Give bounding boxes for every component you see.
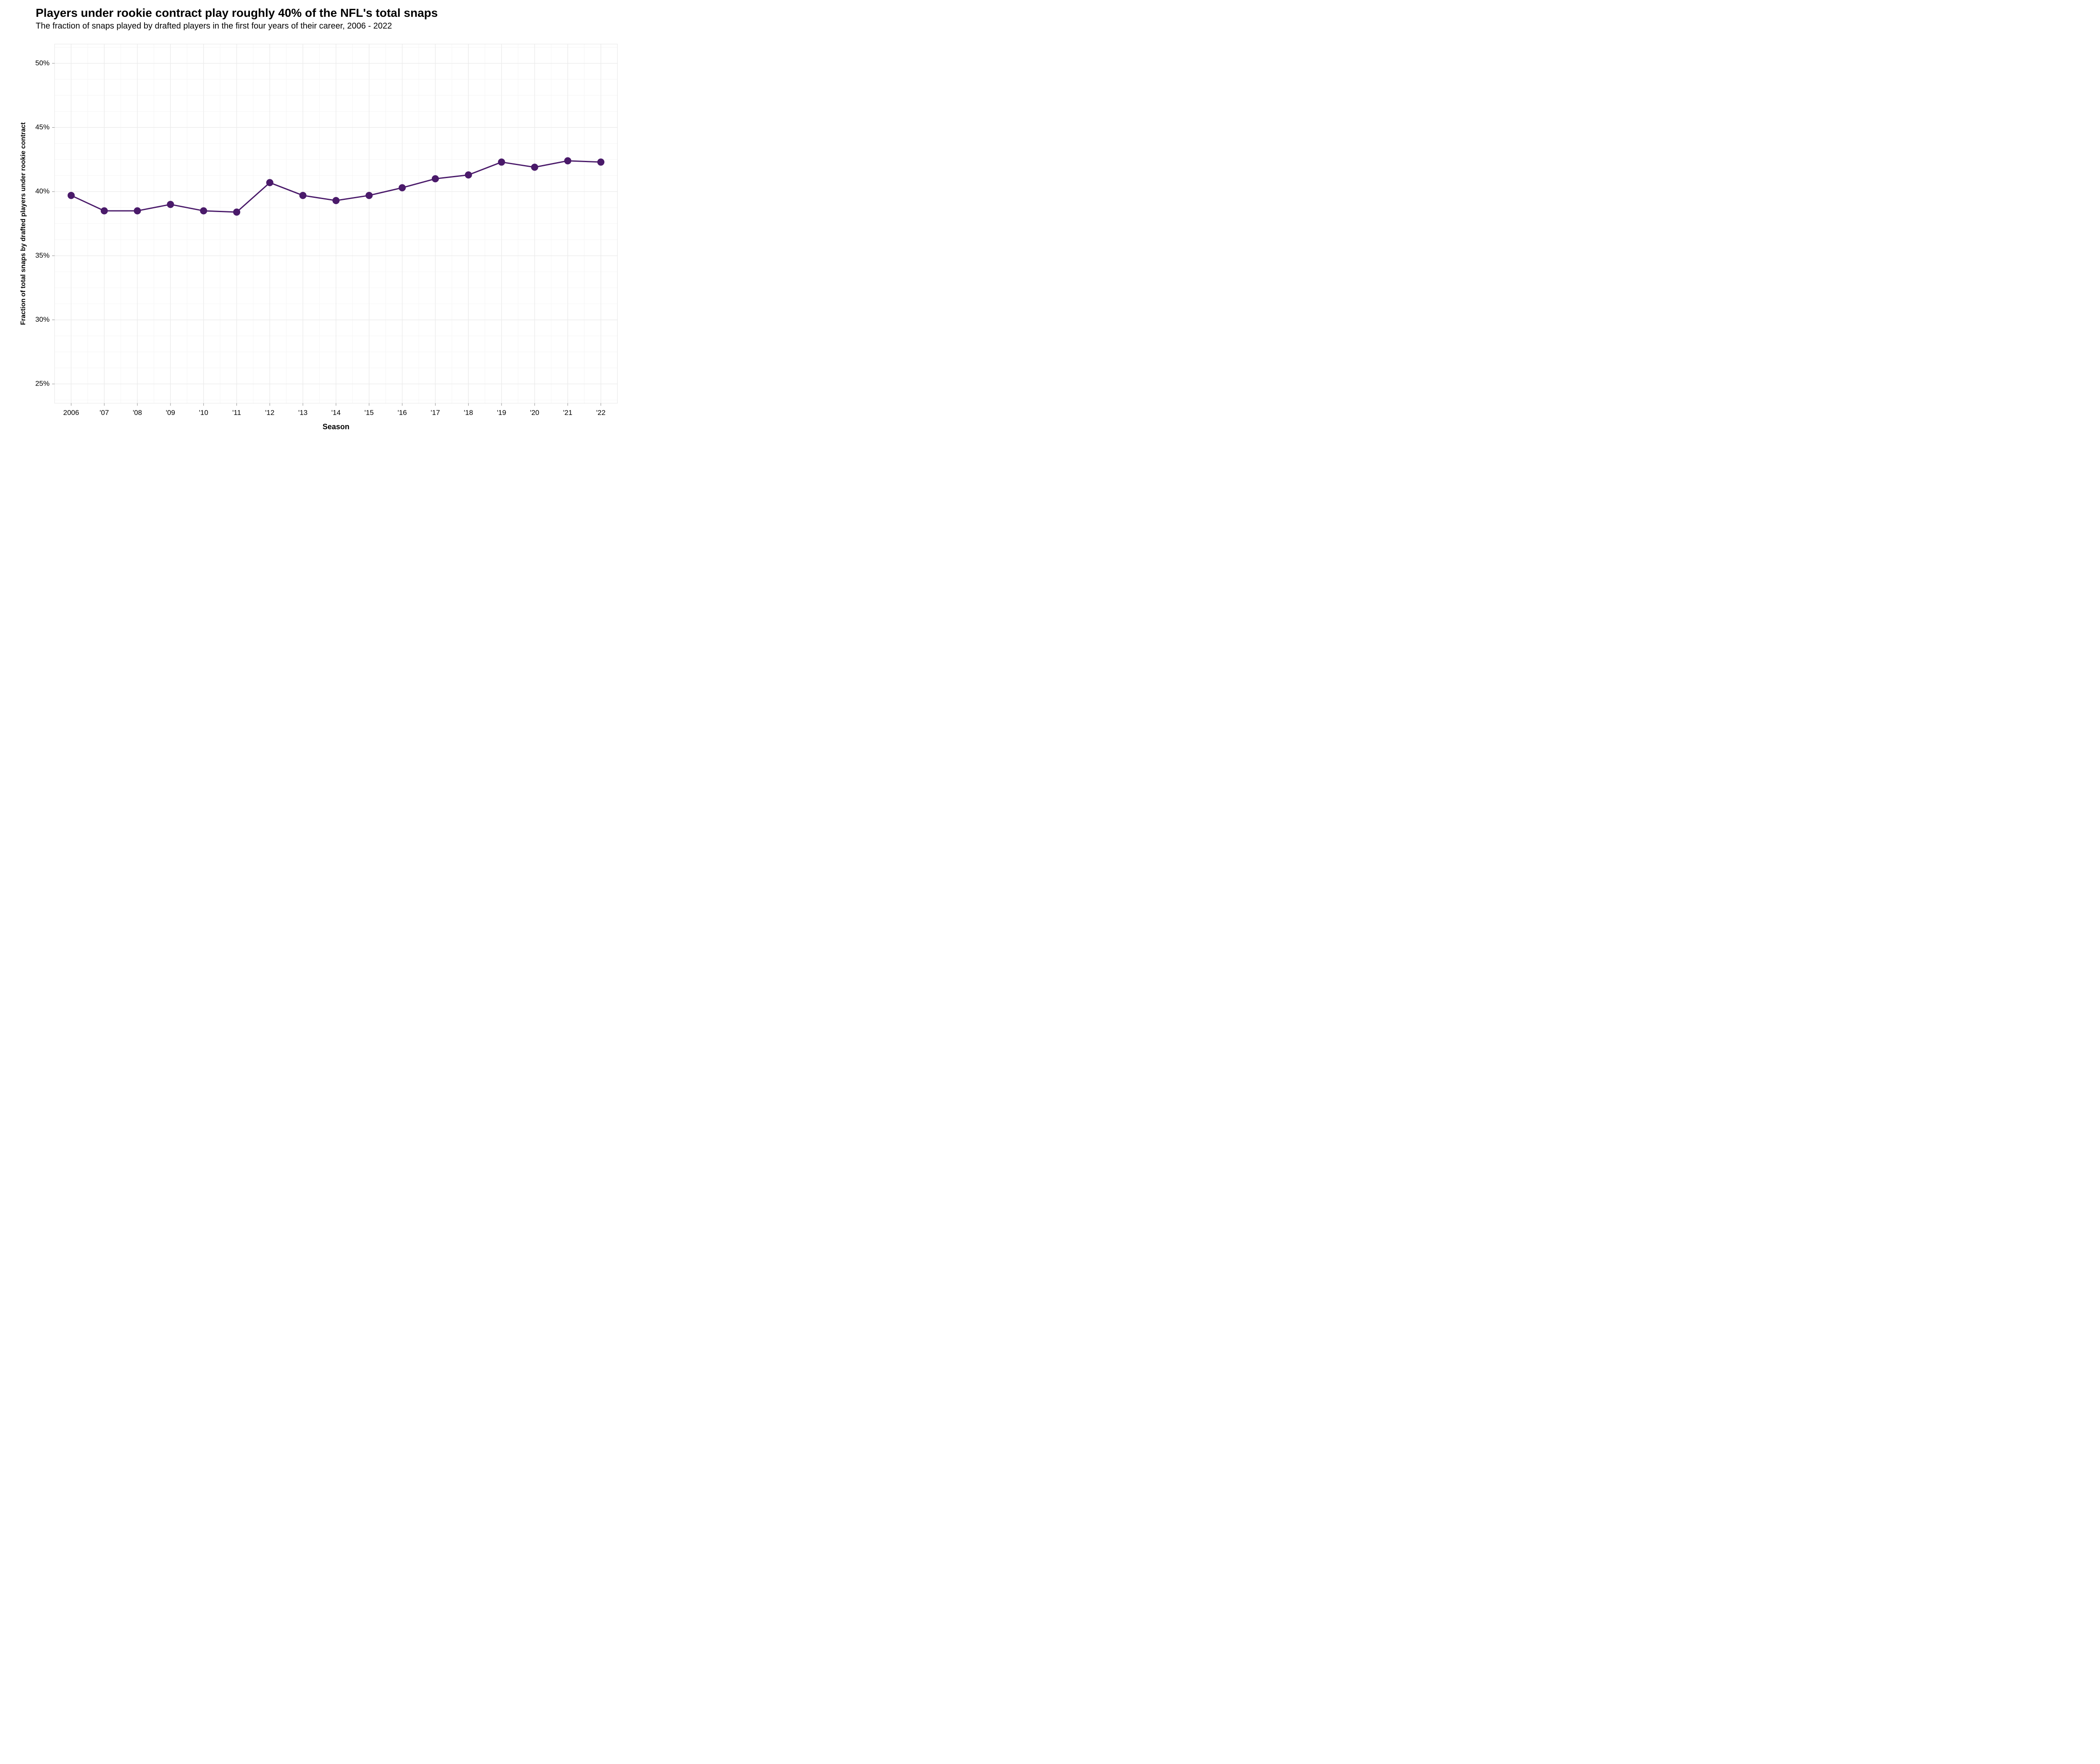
data-point: [498, 159, 505, 165]
y-tick-label: 45%: [35, 123, 50, 131]
x-tick-label: '18: [464, 409, 473, 417]
plot-area: 25% 30% 35% 40% 45% 50% 2006 '07 '08 '09 '10 '11 '12…: [20, 44, 617, 431]
x-tick-label: '09: [166, 409, 175, 417]
x-tick-label: '07: [100, 409, 109, 417]
y-tick-label: 35%: [35, 251, 50, 259]
x-tick-label: '11: [232, 409, 241, 417]
data-point: [167, 201, 174, 208]
data-point: [134, 207, 141, 214]
y-axis-label: Fraction of total snaps by drafted playe…: [20, 122, 27, 325]
x-tick-label: '14: [331, 409, 341, 417]
x-tick-label: '10: [199, 409, 208, 417]
data-point: [432, 176, 438, 182]
x-tick-label: '08: [133, 409, 142, 417]
y-tick-label: 30%: [35, 315, 50, 323]
data-point: [598, 159, 604, 165]
data-point: [234, 209, 240, 215]
x-tick-label: '13: [298, 409, 307, 417]
data-point: [366, 192, 373, 199]
x-tick-label: '12: [265, 409, 274, 417]
data-point: [531, 164, 538, 171]
x-tick-label: '15: [365, 409, 374, 417]
x-tick-label: '21: [563, 409, 572, 417]
x-tick-label: '19: [497, 409, 506, 417]
y-tick-label: 50%: [35, 59, 50, 67]
chart-subtitle: The fraction of snaps played by drafted …: [36, 21, 392, 31]
line-chart-svg: Players under rookie contract play rough…: [0, 0, 630, 441]
data-point: [68, 192, 74, 199]
data-point: [564, 158, 571, 164]
y-tick-label: 40%: [35, 187, 50, 195]
x-tick-label: '20: [530, 409, 539, 417]
chart-title: Players under rookie contract play rough…: [36, 6, 438, 19]
x-tick-label: '16: [398, 409, 407, 417]
data-point: [299, 192, 306, 199]
x-axis-label: Season: [323, 423, 349, 431]
data-point: [465, 171, 472, 178]
data-point: [333, 197, 339, 204]
data-point: [101, 207, 108, 214]
data-point: [266, 179, 273, 186]
x-tick-label: '17: [430, 409, 440, 417]
chart-container: Players under rookie contract play rough…: [0, 0, 630, 441]
x-tick-label: 2006: [63, 409, 79, 417]
data-point: [200, 207, 207, 214]
y-tick-label: 25%: [35, 380, 50, 388]
x-tick-label: '22: [596, 409, 606, 417]
data-point: [399, 184, 406, 191]
